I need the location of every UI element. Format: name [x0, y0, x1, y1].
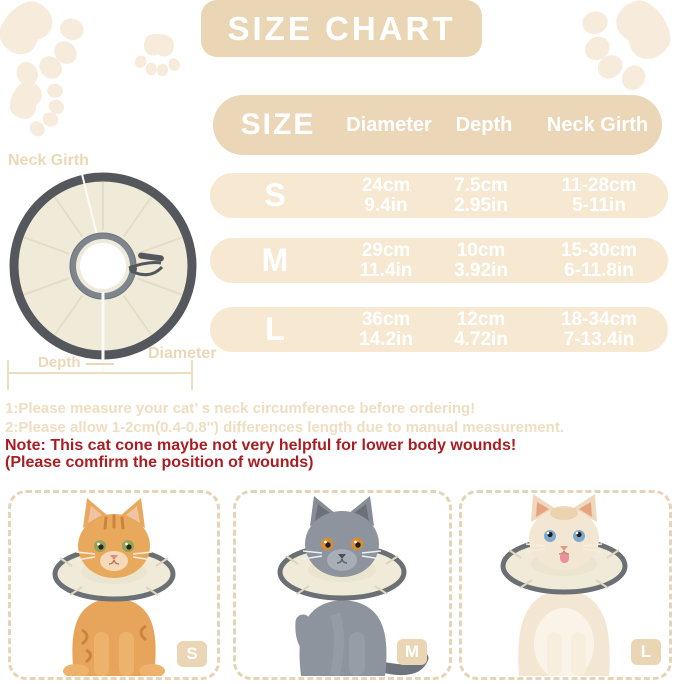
neck-girth-label: Neck Girth: [8, 152, 89, 169]
table-row-m: M 29cm 11.4in 10cm 3.92in 15-30cm 6-11.8…: [210, 238, 668, 283]
cell-diameter: 29cm 11.4in: [359, 239, 413, 281]
photo-card-l: L: [459, 490, 672, 680]
page-title-badge: SIZE CHART: [201, 0, 482, 57]
photo-card-m: M: [233, 490, 452, 680]
cell-depth: 12cm 4.72in: [454, 308, 508, 350]
cell-neck-girth: 15-30cm 6-11.8in: [560, 239, 638, 281]
cat-photo-l: [500, 494, 628, 676]
notes-block: 1:Please measure your cat’ s neck circum…: [5, 399, 675, 471]
header-diameter: Diameter: [346, 113, 432, 136]
cell-neck-girth: 18-34cm 7-13.4in: [560, 308, 638, 350]
cell-diameter: 24cm 9.4in: [361, 174, 411, 216]
cell-depth: 7.5cm 2.95in: [454, 174, 508, 216]
size-badge-l: L: [631, 639, 661, 665]
note-line-2: 2:Please allow 1-2cm(0.4-0.8'') differen…: [5, 419, 564, 436]
header-neck-girth: Neck Girth: [546, 113, 649, 136]
cell-neck-girth: 11-28cm 5-11in: [561, 174, 637, 216]
table-row-l: L 36cm 14.2in 12cm 4.72in 18-34cm 7-13.4…: [210, 307, 668, 352]
note-line-1: 1:Please measure your cat’ s neck circum…: [5, 400, 476, 417]
cat-photo-s: [52, 498, 176, 676]
page-title: SIZE CHART: [227, 9, 456, 47]
cone-top-view-illustration: [7, 172, 197, 390]
cat-photo-m: [277, 496, 429, 676]
row-size-label: L: [265, 311, 285, 347]
size-badge-m: M: [397, 639, 427, 665]
diameter-label: Diameter: [148, 345, 217, 362]
cell-diameter: 36cm 14.2in: [359, 308, 413, 350]
depth-label: Depth: [38, 354, 81, 371]
header-size: SIZE: [240, 108, 316, 141]
size-badge-s: S: [177, 641, 207, 667]
note-line-4: (Please comfirm the position of wounds): [5, 454, 314, 471]
row-size-label: S: [264, 177, 286, 213]
table-header-row: SIZE Diameter Depth Neck Girth: [213, 95, 662, 155]
header-depth: Depth: [455, 113, 513, 136]
note-line-3: Note: This cat cone maybe not very helpf…: [5, 437, 517, 454]
row-size-label: M: [261, 242, 289, 278]
cell-depth: 10cm 3.92in: [454, 239, 508, 281]
table-row-s: S 24cm 9.4in 7.5cm 2.95in 11-28cm 5-11in: [210, 173, 668, 218]
photo-card-s: S: [8, 490, 220, 680]
product-diagram: Neck Girth Depth Diameter: [0, 140, 232, 402]
